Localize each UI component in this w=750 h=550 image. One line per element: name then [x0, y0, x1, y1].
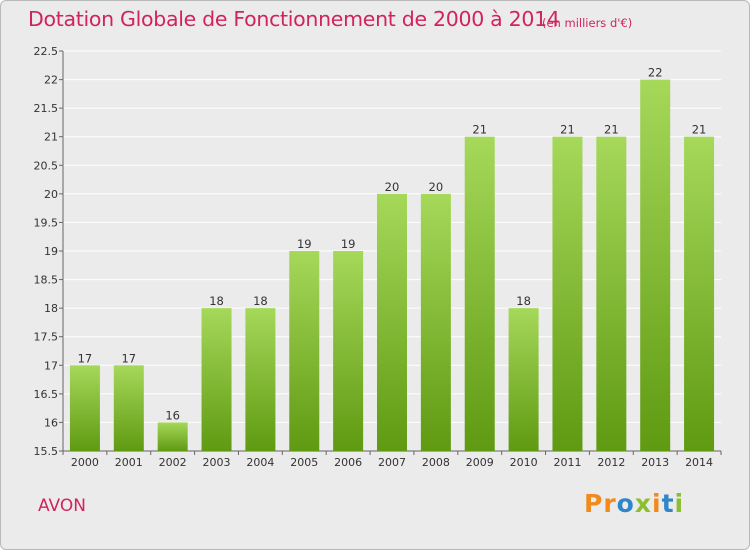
x-tick-label: 2000	[71, 456, 99, 469]
logo-letter: P	[584, 489, 604, 518]
data-label-2002: 16	[165, 408, 180, 422]
logo-letter: i	[652, 489, 662, 518]
x-tick-label: 2008	[422, 456, 450, 469]
bar-2008	[420, 193, 451, 451]
chart-title: Dotation Globale de Fonctionnement de 20…	[28, 7, 560, 31]
x-tick-label: 2004	[246, 456, 274, 469]
commune-name: AVON	[38, 496, 86, 516]
data-label-2013: 22	[648, 66, 663, 80]
bar-2001	[113, 365, 144, 451]
logo-letter: t	[661, 489, 675, 518]
bar-2014	[684, 136, 715, 451]
data-label-2005: 19	[297, 237, 312, 251]
chart-unit-subtitle: (en milliers d'€)	[542, 16, 633, 30]
data-label-2000: 17	[78, 351, 93, 365]
data-label-2012: 21	[604, 123, 619, 137]
proxiti-logo: Proxiti	[584, 489, 684, 518]
logo-letter: x	[634, 489, 652, 518]
x-tick-label: 2010	[510, 456, 538, 469]
logo-letter: o	[616, 489, 635, 518]
bar-2005	[289, 251, 320, 451]
y-tick-label: 15.5	[34, 445, 59, 458]
bar-2013	[640, 79, 671, 452]
x-tick-label: 2002	[159, 456, 187, 469]
y-tick-label: 22.5	[34, 45, 59, 58]
x-tick-label: 2014	[685, 456, 713, 469]
bar-2004	[245, 308, 276, 451]
data-label-2007: 20	[385, 180, 400, 194]
data-label-2011: 21	[560, 123, 575, 137]
logo-letter: r	[603, 489, 617, 518]
bar-2006	[333, 251, 364, 451]
data-label-2008: 20	[429, 180, 444, 194]
x-tick-label: 2011	[553, 456, 581, 469]
y-tick-label: 16.5	[34, 388, 59, 401]
bar-2011	[552, 136, 583, 451]
x-tick-label: 2005	[290, 456, 318, 469]
bar-2000	[69, 365, 100, 451]
data-label-2010: 18	[516, 294, 531, 308]
y-tick-label: 18	[44, 302, 58, 315]
logo-letter: i	[674, 489, 685, 518]
data-label-2003: 18	[209, 294, 224, 308]
y-tick-label: 19	[44, 245, 58, 258]
y-tick-label: 21	[44, 131, 58, 144]
y-tick-label: 17	[44, 359, 58, 372]
x-tick-label: 2001	[115, 456, 143, 469]
x-tick-label: 2003	[203, 456, 231, 469]
x-tick-label: 2006	[334, 456, 362, 469]
data-label-2014: 21	[692, 123, 707, 137]
bar-2010	[508, 308, 539, 451]
x-tick-label: 2013	[641, 456, 669, 469]
y-tick-label: 19.5	[34, 216, 59, 229]
x-tick-label: 2007	[378, 456, 406, 469]
bar-2003	[201, 308, 232, 451]
data-label-2009: 21	[472, 123, 487, 137]
bar-2012	[596, 136, 627, 451]
data-label-2006: 19	[341, 237, 356, 251]
y-tick-label: 18.5	[34, 274, 59, 287]
y-tick-label: 22	[44, 74, 58, 87]
data-label-2004: 18	[253, 294, 268, 308]
y-tick-label: 16	[44, 416, 58, 429]
y-tick-label: 20.5	[34, 159, 59, 172]
y-tick-label: 20	[44, 188, 58, 201]
y-tick-label: 17.5	[34, 331, 59, 344]
data-label-2001: 17	[121, 351, 136, 365]
bar-2002	[157, 422, 188, 451]
bar-2007	[377, 193, 407, 451]
y-tick-label: 21.5	[34, 102, 59, 115]
x-tick-label: 2009	[466, 456, 494, 469]
bar-2009	[464, 136, 495, 451]
x-tick-label: 2012	[597, 456, 625, 469]
